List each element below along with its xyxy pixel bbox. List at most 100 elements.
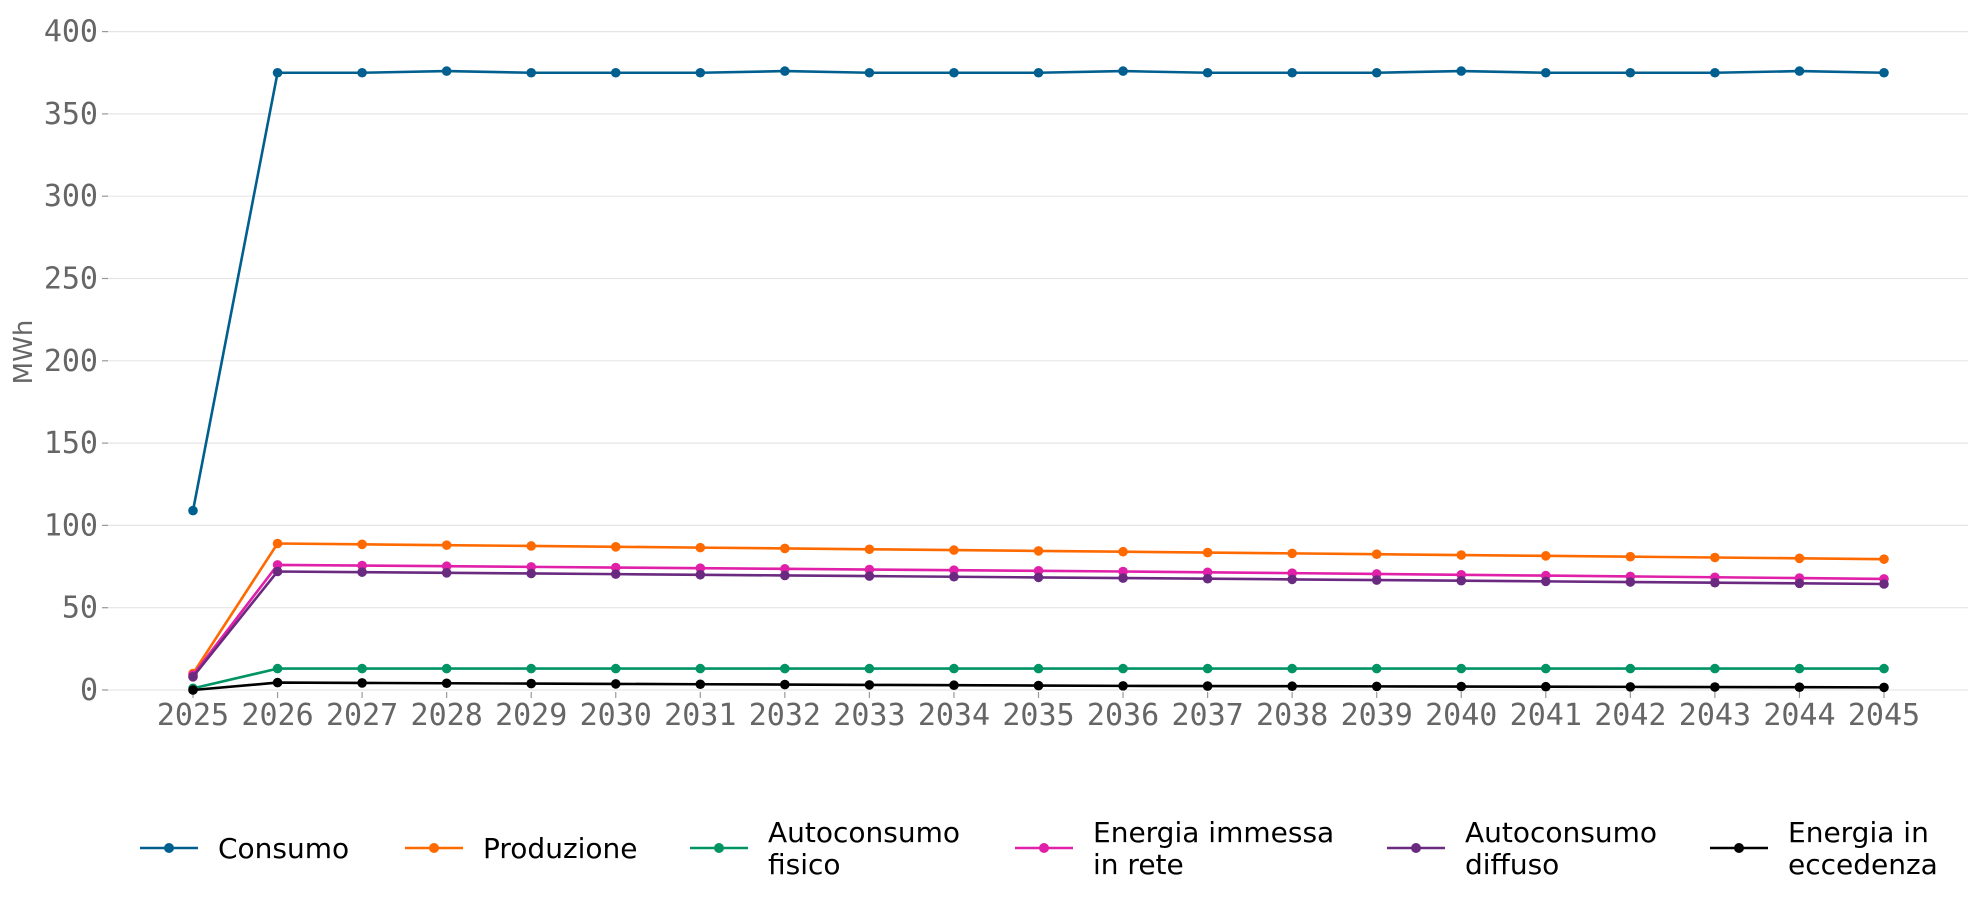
- legend-label: Produzione: [483, 832, 638, 865]
- y-tick-label: 400: [44, 15, 98, 50]
- x-tick-label: 2036: [1087, 698, 1159, 733]
- series-5: [188, 677, 1889, 695]
- legend-label: Consumo: [218, 832, 349, 865]
- data-point: [272, 677, 283, 688]
- series-0: [188, 66, 1889, 516]
- data-point: [1287, 681, 1297, 692]
- legend-swatch-marker: [429, 843, 439, 853]
- x-tick-label: 2028: [411, 698, 483, 733]
- data-point: [949, 67, 959, 78]
- data-point: [357, 560, 367, 571]
- data-point: [526, 67, 536, 78]
- data-point: [1456, 663, 1467, 674]
- x-tick-label: 2040: [1425, 698, 1497, 733]
- data-point: [1710, 663, 1720, 674]
- data-point: [610, 67, 621, 78]
- data-point: [1456, 550, 1467, 560]
- data-point: [1625, 551, 1636, 562]
- data-point: [1794, 682, 1805, 693]
- x-tick-label: 2033: [833, 698, 905, 733]
- data-point: [1287, 663, 1297, 674]
- data-point: [1287, 67, 1297, 78]
- data-point: [1879, 579, 1889, 589]
- data-point: [1118, 66, 1128, 76]
- data-point: [610, 679, 621, 689]
- series-line: [191, 570, 1885, 678]
- x-tick-label: 2032: [749, 698, 821, 733]
- data-point: [1371, 681, 1382, 692]
- legend: Consumo Produzione Autoconsumo fisico Energi…: [140, 816, 1938, 881]
- legend-label: Energia in eccedenza: [1788, 816, 1938, 881]
- data-point: [1118, 681, 1128, 691]
- legend-label: Autoconsumo fisico: [768, 816, 960, 881]
- x-tick-label: 2038: [1256, 698, 1328, 733]
- data-point: [864, 67, 875, 78]
- data-point: [780, 543, 790, 554]
- data-point: [1033, 546, 1044, 556]
- x-tick-label: 2029: [495, 698, 567, 733]
- data-point: [1118, 566, 1128, 577]
- data-point: [1625, 67, 1636, 78]
- x-tick-label: 2037: [1171, 698, 1243, 733]
- data-point: [864, 571, 875, 581]
- data-point: [1202, 573, 1213, 584]
- data-point: [357, 678, 367, 688]
- x-tick-label: 2027: [326, 698, 398, 733]
- data-point: [1033, 566, 1044, 576]
- data-point: [441, 678, 452, 689]
- x-tick-label: 2045: [1848, 698, 1920, 733]
- data-point: [441, 561, 452, 572]
- data-point: [695, 663, 706, 674]
- data-point: [357, 67, 367, 78]
- data-point: [1541, 681, 1551, 692]
- data-point: [1456, 66, 1467, 76]
- data-point: [1710, 552, 1720, 563]
- data-point: [272, 566, 283, 577]
- data-point: [441, 568, 452, 578]
- legend-swatch-marker: [164, 843, 174, 853]
- data-point: [864, 564, 875, 575]
- data-point: [864, 544, 875, 555]
- data-point: [1287, 574, 1297, 585]
- data-point: [1456, 681, 1467, 692]
- y-tick-label: 200: [44, 344, 98, 379]
- data-point: [1118, 573, 1128, 583]
- y-tick-label: 100: [44, 508, 98, 543]
- data-point: [610, 663, 621, 674]
- data-point: [949, 663, 959, 674]
- data-point: [949, 680, 959, 691]
- data-point: [1202, 663, 1213, 674]
- data-point: [526, 562, 536, 572]
- data-point: [1033, 680, 1044, 691]
- data-point: [695, 542, 706, 553]
- data-point: [1287, 548, 1297, 559]
- y-tick-label: 350: [44, 97, 98, 132]
- legend-item: Energia immessa in rete: [1015, 816, 1334, 881]
- data-point: [695, 563, 706, 573]
- data-point: [1541, 551, 1551, 561]
- y-tick-label: 300: [44, 179, 98, 214]
- data-point: [1710, 67, 1720, 78]
- data-point: [441, 66, 452, 76]
- data-point: [1794, 553, 1805, 564]
- y-tick-label: 0: [80, 673, 98, 708]
- data-point: [1033, 663, 1044, 674]
- legend-label: Autoconsumo diffuso: [1465, 816, 1657, 881]
- data-point: [949, 545, 959, 555]
- x-tick-label: 2026: [241, 698, 313, 733]
- x-tick-label: 2025: [157, 698, 229, 733]
- data-point: [272, 538, 283, 549]
- y-axis: 0 50 100 150 200 250 300 350 400: [44, 15, 108, 708]
- data-point: [1541, 663, 1551, 674]
- series-2: [188, 663, 1889, 694]
- data-point: [272, 663, 283, 674]
- data-point: [695, 67, 706, 78]
- data-point: [864, 663, 875, 674]
- data-point: [949, 571, 959, 582]
- data-point: [1625, 577, 1636, 587]
- data-point: [864, 680, 875, 690]
- data-point: [610, 541, 621, 552]
- data-point: [526, 678, 536, 689]
- x-tick-label: 2044: [1763, 698, 1835, 733]
- data-point: [526, 663, 536, 674]
